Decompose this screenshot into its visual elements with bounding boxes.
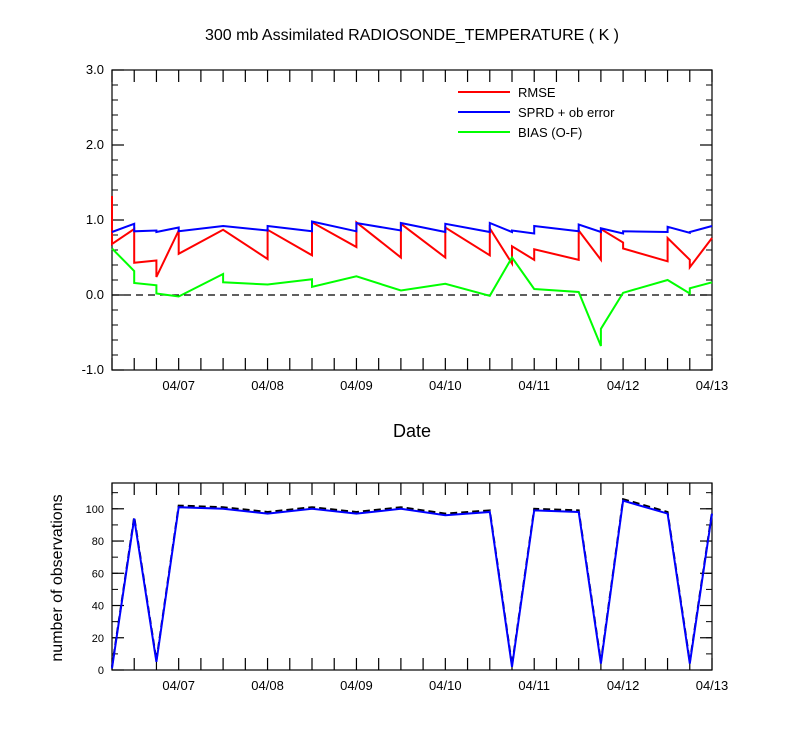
- x-tick-label: 04/12: [607, 378, 640, 393]
- y-axis-label: number of observations: [49, 494, 66, 661]
- sprd-ob-error-line: [111, 220, 713, 235]
- plot-frame: [111, 482, 713, 671]
- x-tick-label: 04/09: [340, 378, 373, 393]
- y-tick-label: 1.0: [86, 212, 104, 227]
- x-tick-label: 04/13: [696, 378, 729, 393]
- legend-label: SPRD + ob error: [518, 105, 615, 120]
- y-tick-label: 100: [86, 504, 104, 516]
- series-1-line: [111, 499, 713, 669]
- x-tick-label: 04/07: [162, 678, 195, 693]
- legend-label: BIAS (O-F): [518, 125, 582, 140]
- y-tick-label: -1.0: [82, 362, 104, 377]
- x-tick-label: 04/11: [518, 678, 550, 693]
- x-tick-label: 04/12: [607, 678, 640, 693]
- chart-title: 300 mb Assimilated RADIOSONDE_TEMPERATUR…: [205, 27, 619, 44]
- rmse-line: [111, 196, 713, 278]
- x-tick-label: 04/08: [251, 378, 284, 393]
- y-tick-label: 3.0: [86, 62, 104, 77]
- y-tick-label: 0.0: [86, 287, 104, 302]
- x-tick-label: 04/11: [518, 378, 550, 393]
- observation-count-chart: number of observations 04/07 04/08 04/09 04…: [49, 482, 729, 693]
- x-tick-label: 04/13: [696, 678, 729, 693]
- y-tick-label: 60: [92, 568, 104, 580]
- x-axis-label: Date: [393, 421, 431, 441]
- y-tick-label: 80: [92, 536, 104, 548]
- x-tick-label: 04/10: [429, 378, 462, 393]
- y-tick-label: 0: [98, 665, 104, 677]
- y-tick-label: 2.0: [86, 137, 104, 152]
- series-0-line: [111, 497, 713, 667]
- x-tick-label: 04/08: [251, 678, 284, 693]
- x-tick-label: 04/07: [162, 378, 195, 393]
- x-tick-label: 04/10: [429, 678, 462, 693]
- assimilation-stats-chart: 300 mb Assimilated RADIOSONDE_TEMPERATUR…: [82, 27, 729, 441]
- legend-label: RMSE: [518, 85, 556, 100]
- y-tick-label: 40: [92, 601, 104, 613]
- plot-frame: [111, 69, 713, 371]
- bias-o-f--line: [111, 247, 713, 347]
- x-tick-label: 04/09: [340, 678, 373, 693]
- y-tick-label: 20: [92, 633, 104, 645]
